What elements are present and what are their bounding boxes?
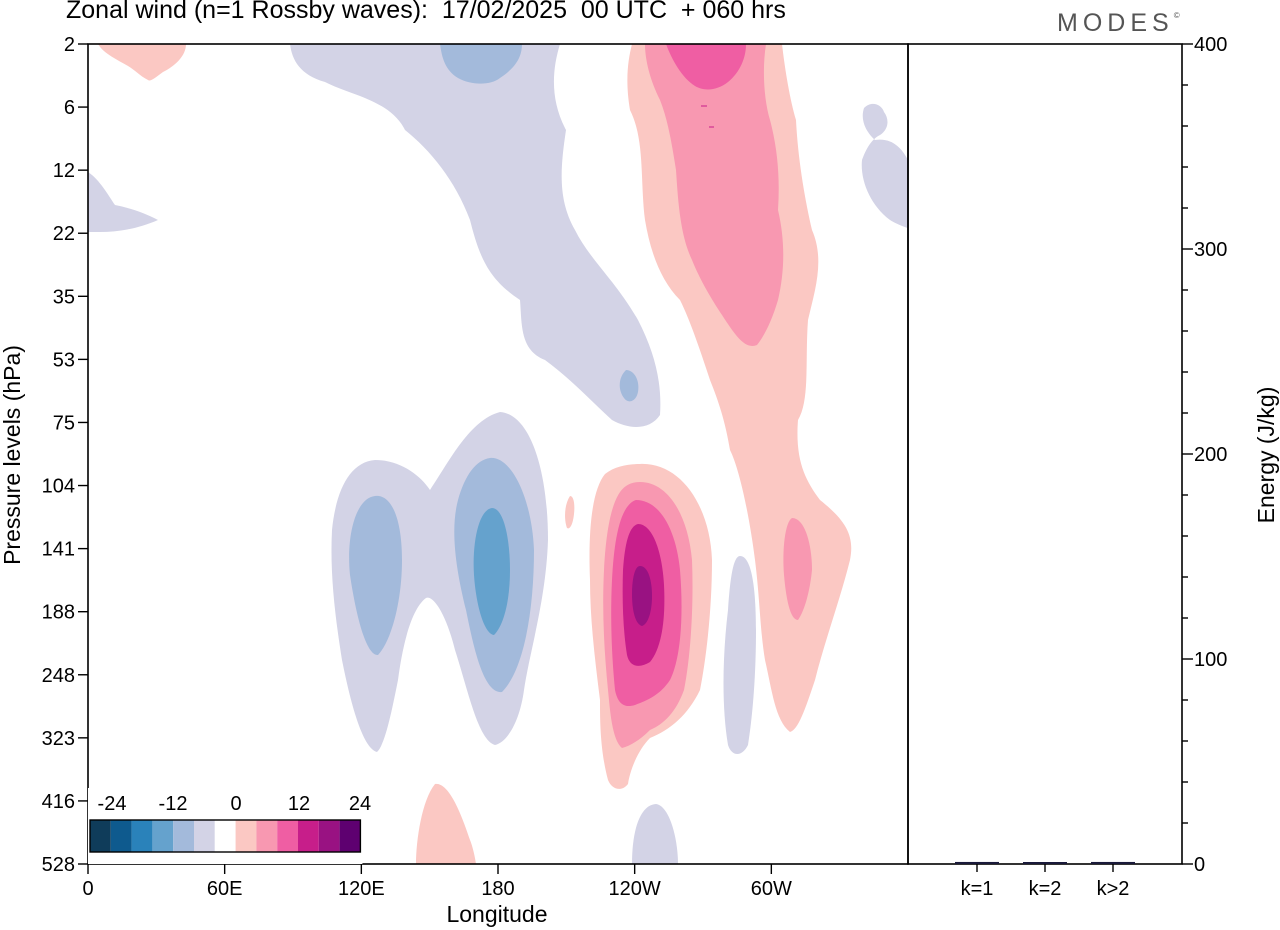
colorbar-label: -12 — [159, 793, 188, 815]
colorbar-swatch — [214, 820, 236, 852]
colorbar-swatch — [339, 820, 361, 852]
longitude-tick-label: 60E — [207, 878, 243, 900]
pressure-tick-label: 35 — [53, 286, 75, 308]
colorbar-swatch — [131, 820, 153, 852]
energy-category-label: k=1 — [961, 878, 994, 900]
contour-neg-right-edge — [861, 103, 908, 228]
pressure-tick-label: 141 — [42, 539, 75, 561]
longitude-tick-label: 60W — [751, 878, 792, 900]
energy-tick-label: 400 — [1194, 34, 1227, 56]
x-axis-title: Longitude — [446, 901, 547, 927]
energy-category-label: k>2 — [1097, 878, 1130, 900]
pressure-tick-label: 323 — [42, 728, 75, 750]
colorbar-swatch — [256, 820, 278, 852]
contour-neg-left-core — [349, 495, 402, 656]
longitude-axis: 0 60E 120E 180 120W 60W — [82, 864, 792, 900]
pressure-tick-label: 6 — [64, 97, 75, 119]
colorbar-swatch — [152, 820, 174, 852]
colorbar-swatch — [318, 820, 340, 852]
energy-axis: 0 100 200 300 400 — [1182, 34, 1227, 876]
contour-neg-lower-strip — [723, 556, 756, 754]
longitude-tick-label: 120W — [609, 878, 661, 900]
energy-bar — [1023, 862, 1067, 864]
colorbar-label: 0 — [230, 793, 241, 815]
contour-neg-upper-band — [290, 44, 661, 427]
contour-neg-bottom-patch — [632, 804, 678, 864]
contour-pos-jet-column — [645, 44, 784, 346]
contour-neg-upper-core — [440, 44, 522, 84]
contour-pos-upper-left — [98, 44, 186, 81]
colorbar-label: 12 — [288, 793, 310, 815]
energy-category-label: k=2 — [1029, 878, 1062, 900]
colorbar-swatch — [194, 820, 215, 852]
contour-pos-sliver — [565, 496, 575, 529]
longitude-tick-label: 120E — [338, 878, 385, 900]
energy-bar — [955, 861, 999, 864]
contour-neg-center — [473, 508, 510, 635]
brand-text: MODES — [1057, 9, 1174, 37]
energy-tick-label: 300 — [1194, 239, 1227, 261]
colorbar-swatch — [277, 820, 298, 852]
contour-pos-right-patch — [783, 518, 812, 620]
contour-pos-bottom-patch — [416, 783, 476, 864]
contour-pos-jet-top — [666, 44, 746, 90]
contour-neg-left-edge — [88, 172, 158, 232]
energy-bars: k=1 k=2 k>2 — [955, 861, 1135, 900]
colorbar-label: -24 — [98, 793, 127, 815]
colorbar-swatch — [90, 820, 111, 852]
longitude-tick-label: 180 — [481, 878, 514, 900]
chart-title: Zonal wind (n=1 Rossby waves): 17/02/202… — [66, 0, 786, 24]
contour-pos-core — [632, 566, 652, 626]
contour-field — [88, 44, 908, 864]
brand-copyright-mark: © — [1173, 11, 1180, 20]
pressure-tick-label: 528 — [42, 854, 75, 876]
energy-tick-label: 0 — [1194, 854, 1205, 876]
pressure-tick-label: 22 — [53, 223, 75, 245]
energy-panel-frame — [907, 43, 1183, 865]
colorbar: -24 -12 0 12 24 — [88, 788, 371, 864]
energy-tick-label: 100 — [1194, 649, 1227, 671]
pressure-tick-label: 2 — [64, 34, 75, 56]
pressure-tick-label: 248 — [42, 665, 75, 687]
pressure-tick-label: 53 — [53, 349, 75, 371]
energy-axis-title: Energy (J/kg) — [1253, 387, 1279, 524]
contour-neg-small-patch — [619, 370, 639, 402]
colorbar-swatch — [298, 820, 319, 852]
longitude-tick-label: 0 — [82, 878, 93, 900]
y-axis-title: Pressure levels (hPa) — [0, 345, 25, 565]
pressure-tick-label: 104 — [42, 476, 75, 498]
colorbar-label: 24 — [349, 793, 371, 815]
colorbar-swatch — [173, 820, 194, 852]
brand-logo: MODES© — [1057, 9, 1180, 38]
energy-bar — [1091, 861, 1135, 864]
energy-tick-label: 200 — [1194, 444, 1227, 466]
colorbar-frame — [89, 819, 362, 853]
pressure-axis: 2 6 12 22 35 53 75 104 141 188 248 323 416 528 — [42, 34, 88, 876]
pressure-tick-label: 75 — [53, 412, 75, 434]
colorbar-swatch — [235, 820, 257, 852]
colorbar-swatch — [110, 820, 132, 852]
pressure-tick-label: 416 — [42, 791, 75, 813]
pressure-tick-label: 12 — [53, 160, 75, 182]
pressure-tick-label: 188 — [42, 602, 75, 624]
